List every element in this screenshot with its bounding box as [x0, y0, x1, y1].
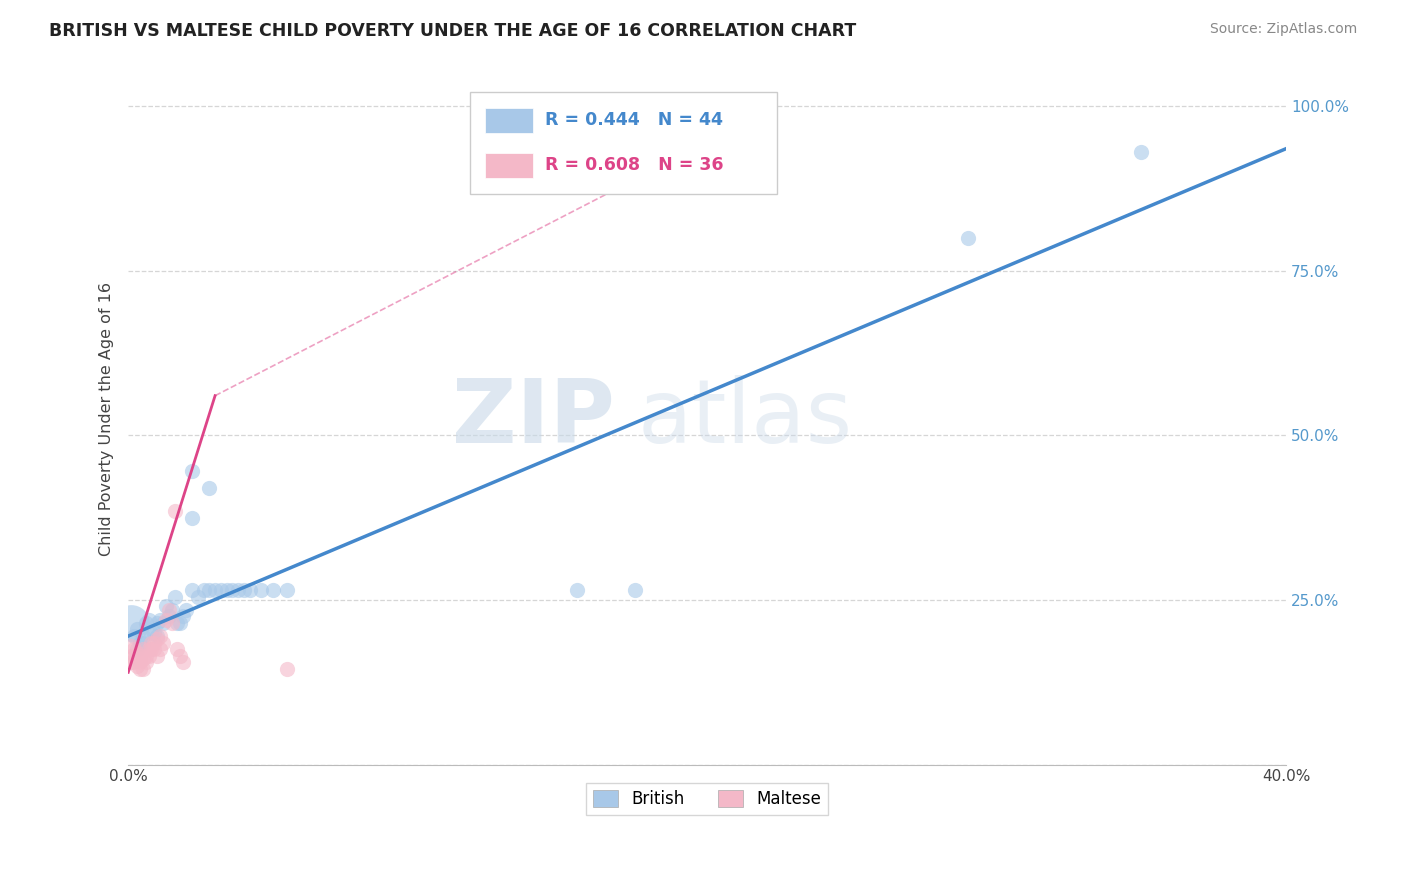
Point [215, 582, 238, 597]
Text: atlas: atlas [638, 376, 853, 462]
Point [141, 635, 163, 649]
Point [152, 635, 174, 649]
Point [250, 582, 273, 597]
Point [132, 642, 155, 657]
Point [120, 615, 142, 630]
Point [157, 609, 180, 624]
Point [146, 632, 169, 647]
Point [233, 582, 256, 597]
Point [135, 648, 157, 663]
Text: R = 0.444   N = 44: R = 0.444 N = 44 [546, 111, 723, 129]
Point [128, 656, 150, 670]
Point [166, 642, 188, 657]
Point [276, 662, 298, 676]
Point [125, 623, 148, 637]
Point [132, 662, 155, 676]
Point [198, 481, 221, 495]
Point [209, 582, 232, 597]
Point [122, 629, 145, 643]
Point [163, 590, 186, 604]
Point [143, 635, 166, 649]
Point [276, 582, 298, 597]
Point [565, 582, 588, 597]
Point [157, 603, 180, 617]
FancyBboxPatch shape [470, 92, 776, 194]
FancyBboxPatch shape [485, 153, 533, 178]
Point [122, 648, 145, 663]
FancyBboxPatch shape [485, 108, 533, 133]
Point [135, 656, 157, 670]
Point [125, 658, 148, 673]
Point [172, 656, 194, 670]
Point [125, 652, 148, 666]
Point [155, 599, 177, 614]
Point [181, 465, 204, 479]
Point [122, 656, 145, 670]
Point [132, 629, 155, 643]
Point [152, 615, 174, 630]
Text: ZIP: ZIP [451, 376, 614, 462]
Point [146, 629, 169, 643]
Point [146, 615, 169, 630]
Text: Source: ZipAtlas.com: Source: ZipAtlas.com [1209, 22, 1357, 37]
Point [141, 642, 163, 657]
Point [1130, 145, 1153, 159]
Point [262, 582, 284, 597]
Point [120, 639, 142, 653]
Point [125, 646, 148, 660]
Point [181, 510, 204, 524]
Point [155, 613, 177, 627]
Point [204, 582, 226, 597]
Point [143, 642, 166, 657]
Point [193, 582, 215, 597]
Point [160, 603, 183, 617]
Point [149, 629, 172, 643]
Point [120, 656, 142, 670]
Point [128, 648, 150, 663]
Point [160, 615, 183, 630]
Point [135, 615, 157, 630]
Point [221, 582, 243, 597]
Point [120, 648, 142, 663]
Point [141, 625, 163, 640]
Point [239, 582, 262, 597]
Point [163, 504, 186, 518]
Point [132, 635, 155, 649]
Point [128, 635, 150, 649]
Point [125, 642, 148, 657]
Point [138, 642, 160, 657]
Point [166, 615, 188, 630]
Text: R = 0.608   N = 36: R = 0.608 N = 36 [546, 156, 724, 174]
Point [146, 648, 169, 663]
Point [143, 625, 166, 640]
Y-axis label: Child Poverty Under the Age of 16: Child Poverty Under the Age of 16 [100, 282, 114, 556]
Point [132, 652, 155, 666]
Point [181, 582, 204, 597]
Point [198, 582, 221, 597]
Point [187, 590, 209, 604]
Point [122, 642, 145, 657]
Point [138, 648, 160, 663]
Point [174, 603, 197, 617]
Point [172, 609, 194, 624]
Point [169, 648, 191, 663]
Point [226, 582, 249, 597]
Point [138, 613, 160, 627]
Legend: British, Maltese: British, Maltese [586, 783, 828, 815]
Text: BRITISH VS MALTESE CHILD POVERTY UNDER THE AGE OF 16 CORRELATION CHART: BRITISH VS MALTESE CHILD POVERTY UNDER T… [49, 22, 856, 40]
Point [149, 613, 172, 627]
Point [149, 642, 172, 657]
Point [956, 230, 979, 244]
Point [128, 662, 150, 676]
Point [623, 582, 645, 597]
Point [169, 615, 191, 630]
